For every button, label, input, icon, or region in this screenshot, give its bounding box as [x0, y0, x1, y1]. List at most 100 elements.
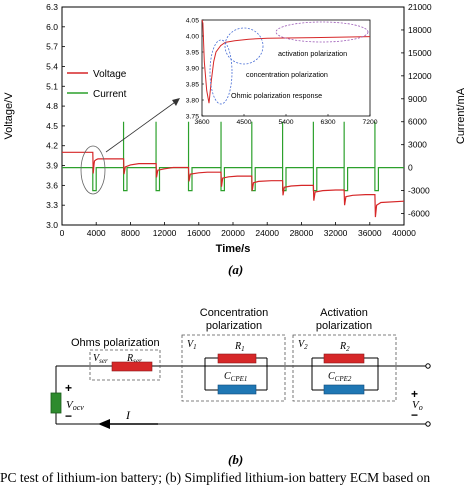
inset-y-tick-label: 4.05: [186, 18, 199, 25]
ohmic-annotation: Ohmic polarization response: [231, 91, 322, 100]
right-y-tick-label: 3000: [408, 140, 427, 150]
right-y-axis-title: Current/mA: [455, 87, 467, 144]
left-y-tick-label: 6.3: [46, 2, 58, 12]
concentration-title-2: polarization: [206, 320, 262, 332]
legend-voltage-label: Voltage: [93, 69, 127, 80]
figure-b-label: (b): [228, 452, 244, 467]
right-y-tick-label: 15000: [408, 48, 432, 58]
inset-y-tick-label: 3.80: [186, 98, 199, 105]
inset-x-tick-label: 6300: [320, 119, 335, 126]
inset-x-tick-label: 4500: [236, 119, 251, 126]
zoom-arrow-line: [105, 99, 179, 153]
right-y-tick-label: 0: [408, 163, 413, 173]
v1-label: V1: [187, 339, 197, 351]
x-tick-label: 36000: [358, 228, 382, 238]
r2-label: R2: [339, 341, 350, 353]
inset-y-ticks: 3.75 3.80 3.85 3.90 3.95 4.00 4.05: [186, 18, 204, 121]
r2-resistor: [323, 353, 365, 364]
inset-x-tick-label: 5400: [278, 119, 293, 126]
source-plus: +: [65, 381, 72, 395]
ohms-dashed-box: [89, 349, 161, 381]
output-terminal-top: [425, 363, 431, 369]
x-tick-label: 4000: [87, 228, 106, 238]
concentration-annotation: concentration polarization: [246, 70, 328, 79]
current-series-line: [62, 167, 404, 192]
ohms-polarization-title: Ohms polarization: [71, 337, 160, 349]
left-y-tick-label: 3.0: [46, 220, 58, 230]
left-y-axis-ticks: 3.0 3.3 3.6 3.9 4.2 4.5 4.8 5.1 5.4 5.7 6.0 6.3: [46, 2, 65, 230]
rser-label: Rser: [126, 353, 142, 365]
right-y-tick-label: 12000: [408, 71, 432, 81]
x-tick-label: 28000: [290, 228, 314, 238]
figure-b-circuit: + − Vocv + − Vo I Ohms polarization Vser…: [50, 307, 431, 429]
left-y-tick-label: 4.5: [46, 121, 58, 131]
inset-x-tick-label: 7200: [362, 119, 377, 126]
left-y-tick-label: 6.0: [46, 22, 58, 32]
figure-a-chart: 0 4000 8000 12000 16000 20000 24000 28000 32000 3…: [3, 2, 467, 255]
chart-series: [62, 121, 405, 218]
left-y-tick-label: 5.4: [46, 61, 58, 71]
left-y-tick-label: 5.1: [46, 81, 58, 91]
current-arrow-head: [98, 419, 110, 429]
rser-resistor: [111, 361, 153, 372]
inset-x-ticks: 3600 4500 5400 6300 7200: [194, 114, 378, 126]
left-y-tick-label: 5.7: [46, 42, 58, 52]
output-terminal-bottom: [425, 421, 431, 427]
x-tick-label: 0: [60, 228, 65, 238]
inset-y-tick-label: 3.85: [186, 82, 199, 89]
activation-dashed-box: [292, 334, 397, 402]
source-minus: −: [65, 409, 72, 423]
right-y-tick-label: 18000: [408, 25, 432, 35]
inset-y-tick-label: 4.00: [186, 34, 199, 41]
x-tick-label: 12000: [153, 228, 177, 238]
activation-ellipse: [275, 21, 369, 43]
inset-y-tick-label: 3.90: [186, 66, 199, 73]
concentration-ellipse: [224, 27, 264, 65]
left-y-tick-label: 3.6: [46, 180, 58, 190]
right-y-tick-label: 6000: [408, 117, 427, 127]
output-minus: −: [411, 408, 418, 422]
x-tick-label: 20000: [221, 228, 245, 238]
inset-frame: [201, 19, 371, 117]
legend-current-label: Current: [93, 89, 127, 100]
right-y-tick-label: 21000: [408, 2, 432, 12]
concentration-dashed-box: [181, 334, 286, 402]
inset-y-tick-label: 3.75: [186, 114, 199, 121]
x-tick-label: 16000: [187, 228, 211, 238]
current-label: I: [125, 408, 131, 422]
ocv-source: [50, 392, 62, 414]
left-y-tick-label: 4.8: [46, 101, 58, 111]
x-tick-label: 32000: [324, 228, 348, 238]
inset-y-tick-label: 3.95: [186, 50, 199, 57]
figure-caption: PC test of lithium-ion battery; (b) Simp…: [0, 470, 431, 485]
inset-series: [201, 19, 371, 104]
left-y-tick-label: 4.2: [46, 141, 58, 151]
right-y-tick-label: -6000: [408, 209, 430, 219]
inset-x-tick-label: 3600: [194, 119, 209, 126]
vser-label: Vser: [93, 353, 108, 365]
cpe2-label: CCPE2: [328, 371, 352, 383]
ohmic-ellipse: [209, 39, 233, 105]
vocv-label: Vocv: [66, 399, 84, 412]
left-y-axis-title: Voltage/V: [3, 92, 15, 140]
v2-label: V2: [298, 339, 308, 351]
right-y-tick-label: 9000: [408, 94, 427, 104]
cpe1-label: CCPE1: [224, 371, 247, 383]
r1-label: R1: [234, 341, 245, 353]
figure-a-label: (a): [228, 262, 244, 277]
x-tick-label: 40000: [392, 228, 416, 238]
concentration-title-1: Concentration: [200, 307, 269, 319]
left-y-tick-label: 3.3: [46, 200, 58, 210]
right-y-axis-ticks: -6000 -3000 0 3000 6000 9000 12000 15000 18000 21…: [401, 2, 432, 219]
cpe2-element: [323, 384, 365, 395]
x-tick-label: 24000: [255, 228, 279, 238]
x-axis-ticks: 0 4000 8000 12000 16000 20000 24000 28000 32000 3…: [60, 222, 416, 238]
output-plus: +: [411, 387, 418, 401]
zoom-arrow-head: [172, 98, 180, 106]
activation-title-2: polarization: [316, 320, 372, 332]
activation-title-1: Activation: [320, 307, 368, 319]
legend: Voltage Current: [67, 69, 127, 100]
voltage-series-line: [62, 151, 405, 218]
vo-label: Vo: [412, 399, 423, 412]
highlight-ellipse: [80, 145, 106, 195]
